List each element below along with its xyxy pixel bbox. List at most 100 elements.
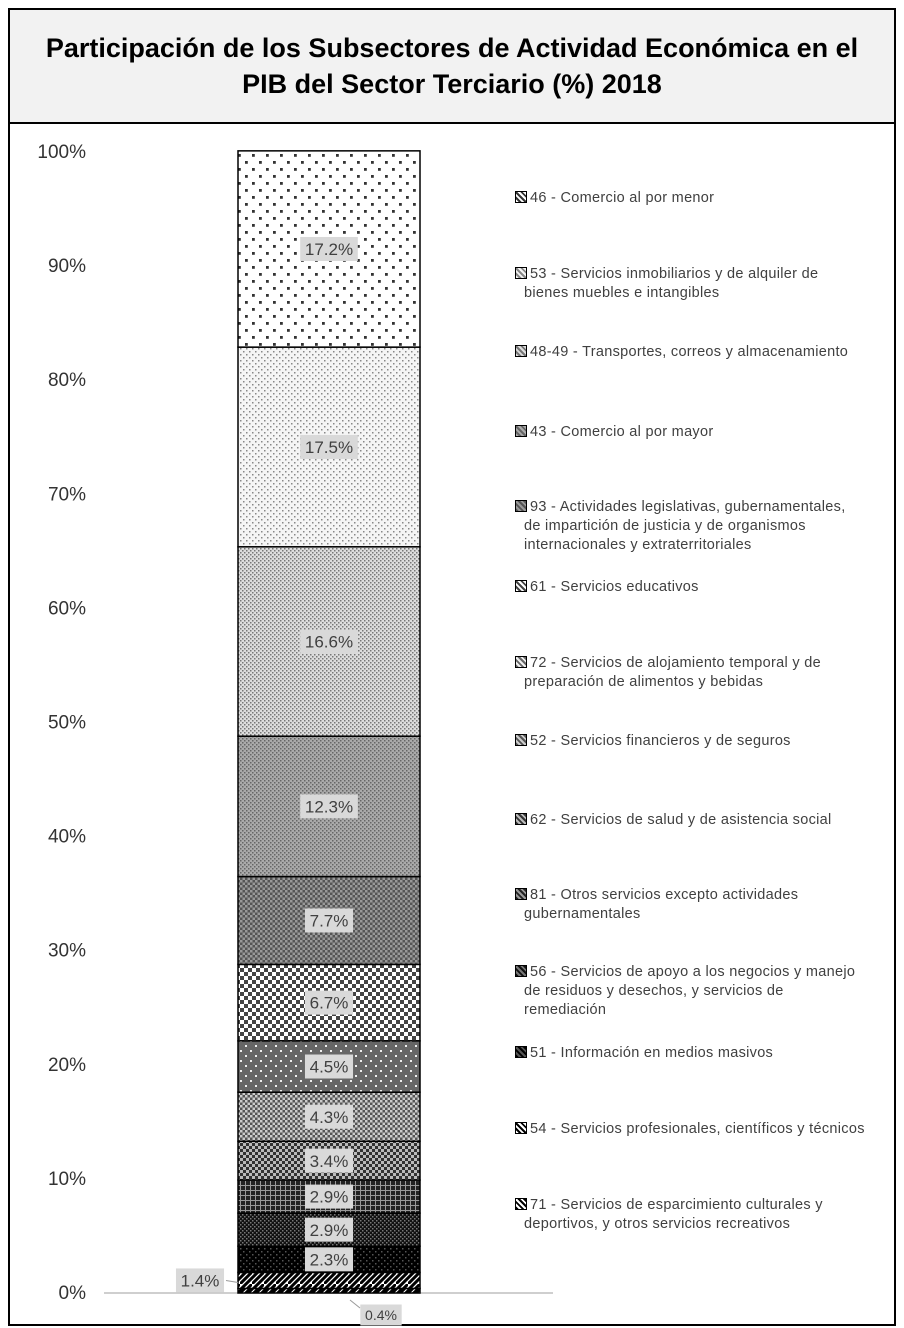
- data-label-bg: [300, 434, 358, 459]
- data-label: 1.4%: [175, 1268, 225, 1293]
- legend-swatch: [515, 734, 527, 746]
- label-leader-line: [225, 1279, 239, 1283]
- legend-item: 51 - Información en medios masivos: [515, 1044, 895, 1063]
- legend-swatch: [515, 1046, 527, 1058]
- legend-label: preparación de alimentos y bebidas: [524, 674, 764, 690]
- legend-item: 81 - Otros servicios excepto actividades…: [515, 886, 895, 924]
- legend-swatch: [515, 1198, 527, 1210]
- legend-swatch: [515, 965, 527, 977]
- legend-label: remediación: [524, 1002, 607, 1018]
- data-label-text: 3.4%: [310, 1152, 349, 1171]
- legend-swatch: [515, 267, 527, 279]
- legend-label: gubernamentales: [524, 906, 641, 922]
- legend-label: de impartición de justicia y de organism…: [524, 518, 806, 534]
- data-label-text: 4.3%: [310, 1108, 349, 1127]
- data-label-text: 6.7%: [310, 994, 349, 1013]
- legend-item: 48-49 - Transportes, correos y almacenam…: [515, 343, 895, 362]
- data-label-text: 17.5%: [305, 438, 353, 457]
- data-label: 3.4%: [304, 1148, 354, 1173]
- y-axis: 0% 10% 20% 30% 40% 50% 60% 70% 80% 90% 100%: [37, 142, 86, 1304]
- data-label: 2.9%: [304, 1184, 354, 1209]
- legend-label: 48-49 - Transportes, correos y almacenam…: [530, 344, 849, 360]
- y-tick-label: 50%: [48, 713, 86, 734]
- label-leader-line: [349, 1299, 361, 1309]
- legend-label: 52 - Servicios financieros y de seguros: [530, 733, 791, 749]
- data-label-bg: [300, 629, 358, 654]
- legend-item: 71 - Servicios de esparcimiento cultural…: [515, 1196, 895, 1234]
- data-label: 16.6%: [300, 629, 358, 654]
- legend-swatch: [515, 500, 527, 512]
- data-label-text: 0.4%: [365, 1307, 397, 1323]
- data-label: 4.3%: [304, 1104, 354, 1129]
- data-label-text: 2.9%: [310, 1221, 349, 1240]
- legend-item: 54 - Servicios profesionales, científico…: [515, 1120, 895, 1139]
- legend-swatch: [515, 888, 527, 900]
- legend-label: de residuos y desechos, y servicios de: [524, 983, 784, 999]
- legend-label: 54 - Servicios profesionales, científico…: [530, 1121, 865, 1137]
- chart-title-box: Participación de los Subsectores de Acti…: [10, 10, 894, 124]
- legend-label: 56 - Servicios de apoyo a los negocios y…: [530, 964, 856, 980]
- y-tick-label: 100%: [37, 142, 86, 163]
- data-label-bg: [360, 1304, 402, 1326]
- data-label-text: 4.5%: [310, 1058, 349, 1077]
- data-label-text: 2.9%: [310, 1188, 349, 1207]
- legend-item: 52 - Servicios financieros y de seguros: [515, 732, 895, 751]
- data-label-bg: [300, 794, 358, 819]
- data-label: 12.3%: [300, 794, 358, 819]
- legend-label: 72 - Servicios de alojamiento temporal y…: [530, 655, 821, 671]
- legend-item: 62 - Servicios de salud y de asistencia …: [515, 811, 895, 830]
- data-label: 0.4%: [360, 1304, 402, 1326]
- legend-swatch: [515, 191, 527, 203]
- data-label-bg: [304, 1054, 354, 1079]
- data-label: 4.5%: [304, 1054, 354, 1079]
- legend-label: 46 - Comercio al por menor: [530, 190, 715, 206]
- legend-label: 61 - Servicios educativos: [530, 579, 699, 595]
- data-labels: 0.4% 1.4% 2.3% 2.9% 2.9% 3.4% 4.3% 4.5% 6.7% 7.7%…: [175, 236, 402, 1326]
- data-label: 7.7%: [304, 908, 354, 933]
- data-label-text: 17.2%: [305, 240, 353, 259]
- y-tick-label: 30%: [48, 941, 86, 962]
- y-tick-label: 10%: [48, 1169, 86, 1190]
- data-label-bg: [300, 236, 358, 261]
- legend-swatch: [515, 1122, 527, 1134]
- y-tick-label: 0%: [59, 1283, 87, 1304]
- y-tick-label: 40%: [48, 827, 86, 848]
- legend-label: 53 - Servicios inmobiliarios y de alquil…: [530, 266, 819, 282]
- legend-item: 43 - Comercio al por mayor: [515, 423, 895, 442]
- data-label-bg: [304, 1184, 354, 1209]
- data-label: 2.9%: [304, 1217, 354, 1242]
- data-label-bg: [304, 1104, 354, 1129]
- legend-item: 93 - Actividades legislativas, gubername…: [515, 498, 895, 555]
- y-tick-label: 80%: [48, 370, 86, 391]
- legend-label: internacionales y extraterritoriales: [524, 537, 752, 553]
- legend-swatch: [515, 813, 527, 825]
- y-tick-label: 90%: [48, 256, 86, 277]
- legend-item: 72 - Servicios de alojamiento temporal y…: [515, 654, 895, 692]
- data-label-bg: [175, 1268, 225, 1293]
- data-label: 17.2%: [300, 236, 358, 261]
- data-label-bg: [304, 908, 354, 933]
- legend-item: 61 - Servicios educativos: [515, 578, 895, 597]
- data-label-bg: [304, 1247, 354, 1272]
- legend-swatch: [515, 656, 527, 668]
- legend-label: 81 - Otros servicios excepto actividades: [530, 887, 799, 903]
- legend-label: 43 - Comercio al por mayor: [530, 424, 714, 440]
- legend-label: 71 - Servicios de esparcimiento cultural…: [530, 1197, 823, 1213]
- y-tick-label: 60%: [48, 598, 86, 619]
- data-label: 2.3%: [304, 1247, 354, 1272]
- data-label-bg: [304, 1148, 354, 1173]
- bar-segment: [237, 1271, 421, 1290]
- data-label-text: 1.4%: [181, 1272, 220, 1291]
- y-tick-label: 70%: [48, 484, 86, 505]
- data-label-bg: [304, 1217, 354, 1242]
- data-label: 17.5%: [300, 434, 358, 459]
- data-label-text: 7.7%: [310, 912, 349, 931]
- data-label-text: 12.3%: [305, 797, 353, 816]
- data-label-text: 16.6%: [305, 633, 353, 652]
- legend-label: bienes muebles e intangibles: [524, 285, 720, 301]
- legend-label: 93 - Actividades legislativas, gubername…: [530, 499, 846, 515]
- y-tick-label: 20%: [48, 1055, 86, 1076]
- legend-label: 62 - Servicios de salud y de asistencia …: [530, 812, 832, 828]
- legend-swatch: [515, 425, 527, 437]
